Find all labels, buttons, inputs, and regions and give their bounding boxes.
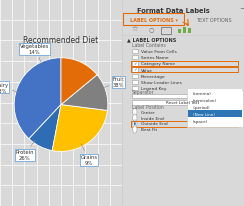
Bar: [123, 14, 184, 26]
Text: .(period): .(period): [193, 105, 210, 109]
Bar: [188, 118, 242, 124]
Bar: [131, 121, 238, 127]
Text: (comma): (comma): [193, 91, 212, 95]
Bar: [220, 94, 234, 98]
Text: Legend Key: Legend Key: [141, 87, 166, 91]
Text: Best Fit: Best Fit: [141, 128, 157, 132]
Text: ▾: ▾: [226, 94, 228, 99]
Bar: [161, 28, 171, 34]
Text: ▲ LABEL OPTIONS: ▲ LABEL OPTIONS: [127, 37, 176, 42]
Circle shape: [134, 122, 136, 126]
Bar: [131, 61, 238, 67]
Bar: [188, 104, 242, 110]
Text: ✓: ✓: [133, 68, 137, 72]
Text: Label Contains: Label Contains: [132, 43, 165, 48]
Text: ○: ○: [149, 27, 154, 32]
Text: Series Name: Series Name: [141, 56, 169, 60]
Bar: [178, 30, 181, 33]
Bar: [188, 29, 191, 33]
Text: LABEL OPTIONS ▾: LABEL OPTIONS ▾: [130, 18, 178, 23]
Bar: [188, 90, 242, 96]
Text: Dairy
13%: Dairy 13%: [0, 83, 19, 93]
Bar: [188, 97, 242, 103]
Bar: [131, 68, 238, 73]
Text: (New Line): (New Line): [193, 112, 215, 116]
Text: Format Data Labels: Format Data Labels: [137, 8, 210, 14]
Wedge shape: [29, 105, 61, 151]
Title: Recommended Diet: Recommended Diet: [23, 36, 99, 45]
Text: Inside End: Inside End: [141, 116, 164, 120]
Text: Value From Cells: Value From Cells: [141, 50, 177, 54]
Text: Protein
26%: Protein 26%: [15, 140, 35, 160]
Bar: [132, 74, 139, 79]
Circle shape: [133, 120, 137, 128]
Text: ✓: ✓: [133, 62, 137, 66]
Bar: [132, 101, 234, 105]
Bar: [132, 87, 139, 91]
Bar: [132, 49, 139, 54]
Wedge shape: [61, 75, 108, 111]
Text: (space): (space): [193, 119, 208, 123]
Bar: [132, 68, 139, 73]
Bar: [132, 80, 139, 85]
Bar: [183, 28, 186, 33]
Text: (semicolon): (semicolon): [193, 98, 217, 102]
Text: ☆: ☆: [132, 26, 138, 32]
Circle shape: [133, 126, 137, 133]
Text: Vegetables
14%: Vegetables 14%: [20, 44, 49, 66]
Text: Center: Center: [141, 110, 156, 114]
Circle shape: [133, 115, 137, 122]
Wedge shape: [52, 105, 107, 152]
Text: Category Name: Category Name: [141, 62, 175, 66]
Text: Show Leader Lines: Show Leader Lines: [141, 81, 182, 85]
Text: Outside End: Outside End: [141, 122, 168, 126]
Text: −: −: [239, 6, 244, 12]
Bar: [188, 111, 242, 117]
Text: Percentage: Percentage: [141, 74, 166, 78]
Circle shape: [133, 109, 137, 116]
Bar: [187, 91, 244, 128]
Bar: [132, 94, 193, 98]
Text: Value: Value: [141, 68, 153, 72]
Text: Reset Label Text: Reset Label Text: [166, 101, 200, 105]
Bar: [132, 56, 139, 60]
Text: TEXT OPTIONS: TEXT OPTIONS: [196, 18, 231, 23]
Text: Label Position: Label Position: [132, 105, 163, 110]
Text: Grains
9%: Grains 9%: [81, 144, 98, 165]
Wedge shape: [14, 59, 61, 139]
Wedge shape: [61, 59, 97, 105]
Text: Fruit
38%: Fruit 38%: [102, 77, 124, 89]
Bar: [132, 62, 139, 66]
Text: Separator: Separator: [132, 89, 154, 94]
